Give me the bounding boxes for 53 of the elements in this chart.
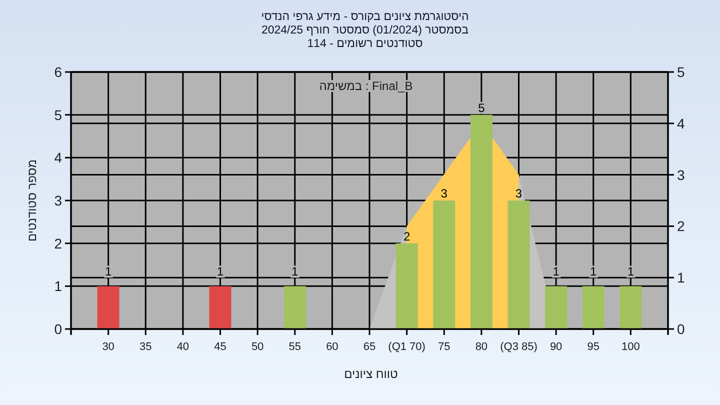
- x-tick-label: 100: [622, 341, 640, 353]
- data-label: 5: [478, 100, 486, 115]
- bar: [284, 286, 306, 329]
- y2-tick-label: 3: [677, 166, 685, 183]
- x-tick-label: 80: [475, 341, 488, 353]
- y-tick-label: 2: [54, 235, 62, 252]
- x-tick-label: 45: [214, 341, 226, 353]
- annotation: במשימה : Final_B: [319, 79, 413, 93]
- data-label: 3: [515, 186, 522, 200]
- y2-tick-label: 4: [677, 115, 685, 132]
- bar: [396, 243, 418, 329]
- y-tick-label: 5: [54, 106, 62, 123]
- data-label: 1: [104, 264, 112, 279]
- data-label: 1: [292, 264, 299, 279]
- x-tick-label: 35: [140, 341, 152, 353]
- data-label: 3: [440, 186, 448, 200]
- y-tick-label: 4: [54, 150, 62, 166]
- bar: [620, 286, 642, 329]
- x-tick-label: 50: [251, 341, 264, 353]
- x-tick-label: 75: [438, 341, 450, 353]
- data-label: 1: [552, 264, 560, 279]
- x-tick-label: 65: [363, 341, 376, 353]
- bar: [433, 200, 456, 329]
- x-tick-label: 40: [176, 341, 190, 353]
- y2-tick-label: 0: [677, 321, 685, 337]
- y2-tick-label: 2: [677, 218, 685, 234]
- chart-title: היסטוגרמת ציונים בקורס - מידע גרפי הנדסי: [261, 11, 469, 23]
- y-tick-label: 0: [54, 321, 62, 337]
- x-tick-label: (Q1 70): [388, 341, 426, 353]
- x-tick-label: 60: [326, 341, 338, 353]
- x-tick-label: 55: [288, 341, 301, 353]
- x-tick-label: (Q3 85): [500, 341, 538, 353]
- x-tick-label: 90: [550, 341, 562, 353]
- bar: [508, 200, 530, 329]
- bar: [470, 114, 492, 329]
- bar: [209, 286, 232, 329]
- x-tick-label: 30: [102, 341, 114, 353]
- y-tick-label: 1: [54, 278, 62, 294]
- data-label: 1: [216, 264, 224, 279]
- data-label: 2: [403, 229, 410, 244]
- y-tick-label: 6: [54, 64, 62, 80]
- x-axis-title: טווח ציונים: [344, 367, 398, 381]
- data-label: 1: [590, 264, 598, 279]
- x-tick-label: 95: [587, 341, 600, 353]
- y-axis-title: מספר סטודנטים: [25, 159, 39, 242]
- bar: [582, 286, 604, 329]
- y2-tick-label: 1: [677, 270, 685, 286]
- bar: [97, 286, 120, 329]
- chart-subtitle: בסמסטר (01/2024) סמסטר חורף 2024/25 סטודנטים רשומים - 114: [261, 24, 469, 50]
- y-tick-label: 3: [54, 192, 62, 208]
- data-label: 1: [627, 264, 634, 279]
- bar: [545, 286, 568, 329]
- y2-tick-label: 5: [677, 64, 685, 80]
